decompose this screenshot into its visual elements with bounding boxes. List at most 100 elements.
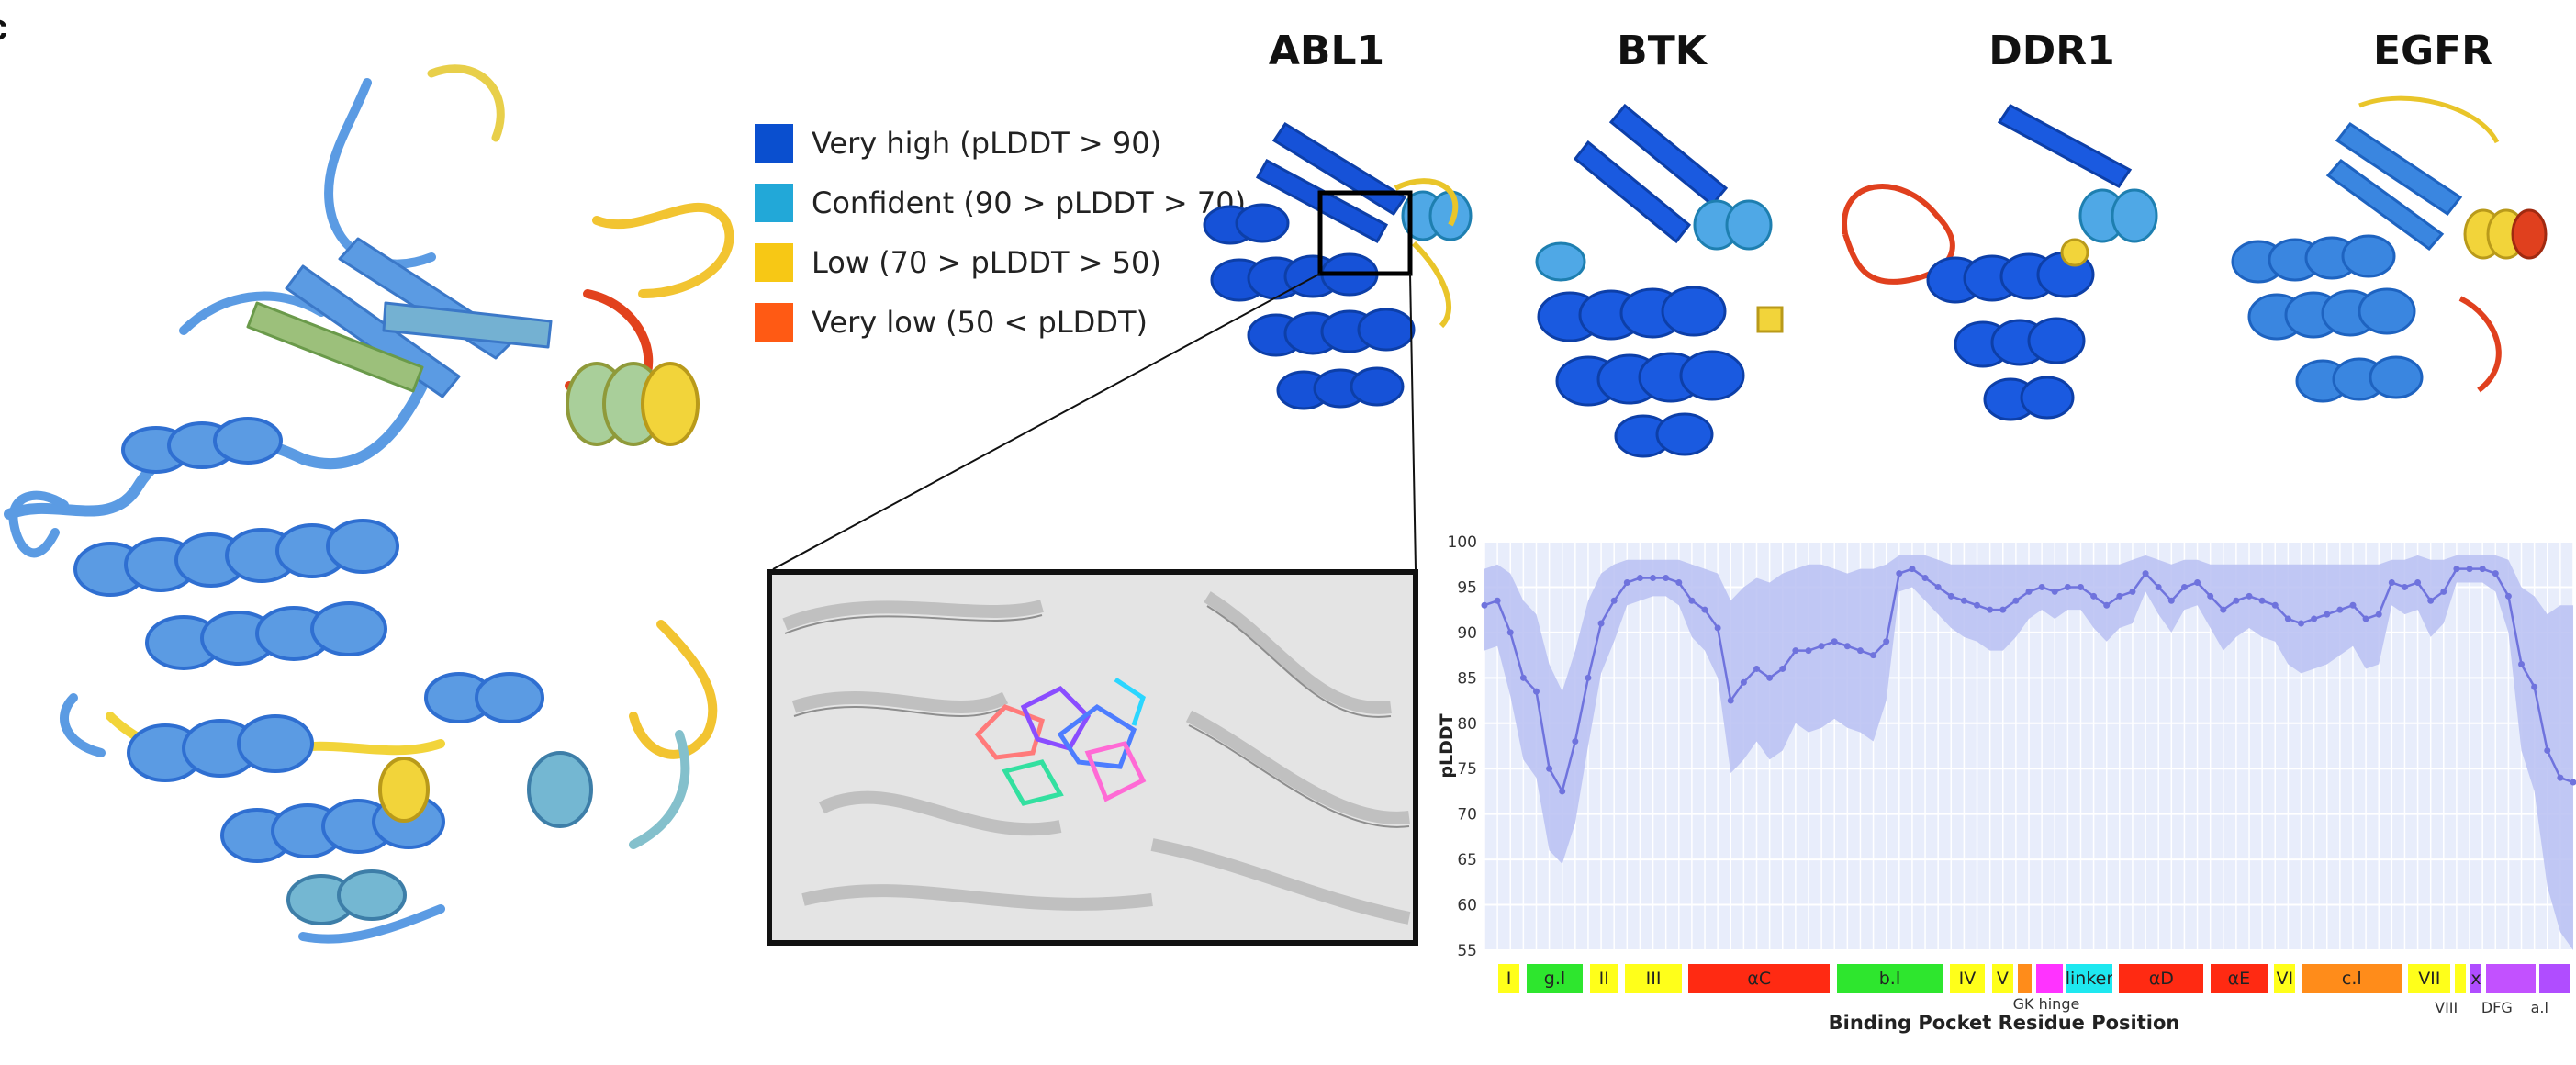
btk-structure-illustration xyxy=(1535,103,1784,458)
data-point xyxy=(1597,620,1605,627)
region-label-below: DFG xyxy=(2481,999,2513,1016)
data-point xyxy=(1870,652,1877,659)
data-point xyxy=(2116,592,2123,600)
data-point xyxy=(1960,597,1967,604)
region-segment xyxy=(2017,964,2032,993)
data-point xyxy=(1883,638,1890,645)
data-point xyxy=(2180,583,2188,590)
data-point xyxy=(1572,738,1579,746)
data-point xyxy=(2544,746,2551,754)
data-point xyxy=(2298,620,2304,627)
legend-item-confident: Confident (90 > pLDDT > 70) xyxy=(755,184,1246,222)
y-tick-label: 60 xyxy=(1457,897,1477,915)
data-point xyxy=(1610,597,1618,604)
y-tick-label: 55 xyxy=(1457,942,1477,960)
data-point xyxy=(2557,774,2564,781)
data-point xyxy=(2401,583,2408,590)
region-label-below: GK hinge xyxy=(2012,995,2080,1013)
data-point xyxy=(2518,661,2526,667)
region-linker: linker xyxy=(2066,964,2112,993)
data-point xyxy=(2414,579,2422,586)
data-point xyxy=(1974,601,1981,609)
legend-swatch xyxy=(755,243,793,282)
data-point xyxy=(1856,647,1864,655)
region-label-below: a.l xyxy=(2530,999,2548,1016)
y-tick-label: 100 xyxy=(1448,533,1477,552)
data-point xyxy=(2142,570,2149,577)
data-point xyxy=(2194,579,2201,586)
legend-swatch xyxy=(755,124,793,163)
y-tick-label: 80 xyxy=(1457,715,1477,734)
data-point xyxy=(2051,588,2058,595)
data-point xyxy=(2427,597,2435,604)
data-point xyxy=(1546,765,1553,772)
data-point xyxy=(2271,601,2279,609)
data-point xyxy=(1740,678,1747,686)
region-c.l: c.l xyxy=(2302,964,2402,993)
legend-label: Very high (pLDDT > 90) xyxy=(812,126,1162,161)
abl1-structure-illustration xyxy=(1203,121,1473,410)
data-point xyxy=(2324,611,2331,618)
protein-title-btk: BTK xyxy=(1617,28,1707,74)
data-point xyxy=(2570,779,2576,786)
protein-title-abl1: ABL1 xyxy=(1268,28,1385,74)
data-point xyxy=(1636,575,1643,582)
data-point xyxy=(2336,606,2344,613)
data-point xyxy=(2220,606,2227,613)
zoom-box xyxy=(1317,190,1413,276)
data-point xyxy=(1779,665,1786,672)
region-segment xyxy=(2035,964,2063,993)
data-point xyxy=(1675,579,1683,586)
y-tick-label: 75 xyxy=(1457,760,1477,779)
data-point xyxy=(2258,597,2266,604)
confidence-band xyxy=(1484,555,2573,950)
data-point xyxy=(2064,583,2071,590)
y-tick-label: 85 xyxy=(1457,669,1477,688)
data-point xyxy=(1934,583,1942,590)
legend-label: Confident (90 > pLDDT > 70) xyxy=(812,185,1247,220)
legend-label: Low (70 > pLDDT > 50) xyxy=(812,245,1161,280)
data-point xyxy=(2504,592,2512,600)
data-point xyxy=(2038,583,2045,590)
data-point xyxy=(2025,588,2033,595)
data-point xyxy=(1999,606,2007,613)
y-tick-label: 70 xyxy=(1457,806,1477,824)
region-b.l: b.l xyxy=(1836,964,1943,993)
legend-item-very-low: Very low (50 < pLDDT) xyxy=(755,303,1148,342)
data-point xyxy=(2155,583,2162,590)
data-point xyxy=(1947,592,1954,600)
region-label-below: VIII xyxy=(2435,999,2458,1016)
region-VI: VI xyxy=(2274,964,2296,993)
data-point xyxy=(2349,601,2357,609)
region-V: V xyxy=(1991,964,2013,993)
region-III: III xyxy=(1625,964,1682,993)
legend-swatch xyxy=(755,184,793,222)
data-point xyxy=(1987,606,1994,613)
data-point xyxy=(1896,570,1903,577)
data-point xyxy=(2012,597,2020,604)
region-II: II xyxy=(1589,964,1618,993)
data-point xyxy=(1688,597,1696,604)
protein-title-ddr1: DDR1 xyxy=(1988,28,2115,74)
data-point xyxy=(2531,683,2538,690)
region-VII: VII xyxy=(2408,964,2451,993)
region-segment xyxy=(2485,964,2536,993)
region-segment xyxy=(2539,964,2570,993)
data-point xyxy=(1701,606,1708,613)
region-αE: αE xyxy=(2211,964,2268,993)
y-tick-label: 65 xyxy=(1457,851,1477,869)
legend-item-low: Low (70 > pLDDT > 50) xyxy=(755,243,1161,282)
data-point xyxy=(1909,566,1916,573)
data-point xyxy=(2167,597,2175,604)
plddt-line-chart: 55 60 65 70 75 80 85 90 95 100 pLDDT xyxy=(1437,533,2576,960)
data-point xyxy=(1921,575,1929,582)
data-point xyxy=(2388,579,2395,586)
data-point xyxy=(1481,601,1488,609)
data-point xyxy=(1792,647,1799,655)
legend-item-very-high: Very high (pLDDT > 90) xyxy=(755,124,1161,163)
region-I: I xyxy=(1498,964,1520,993)
region-segment xyxy=(2454,964,2467,993)
data-point xyxy=(2440,588,2447,595)
y-tick-label: 95 xyxy=(1457,578,1477,597)
